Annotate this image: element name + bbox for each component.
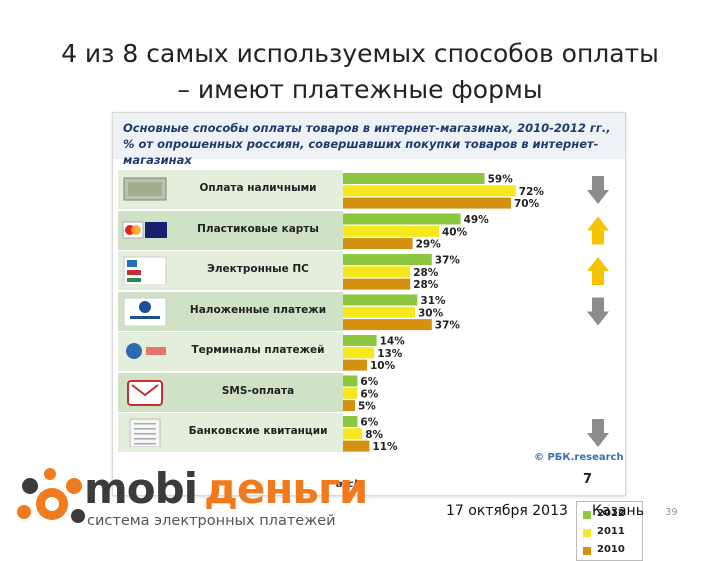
bar-value-label: 30% <box>418 307 444 319</box>
brand-name-part1: mobi <box>84 464 198 513</box>
bar-value-label: 6% <box>360 417 378 429</box>
category-label: Пластиковые карты <box>197 222 319 235</box>
bar-value-label: 72% <box>519 186 545 198</box>
bar-value-label: 37% <box>435 255 461 267</box>
category-label: Наложенные платежи <box>189 303 327 316</box>
legend-label-2012: 2012 <box>597 508 625 519</box>
category-row: Наложенные платежи <box>118 291 343 331</box>
bar-2011 <box>343 428 363 440</box>
category-label: Банковские квитанции <box>188 425 328 437</box>
brand-name-part2: деньги <box>204 464 368 513</box>
bar-2012 <box>343 173 485 184</box>
category-row: SMS-оплата <box>118 372 343 412</box>
bar-2011 <box>343 306 415 318</box>
category-row: Оплата наличными <box>118 170 343 209</box>
chart-header: Основные способы оплаты товаров в интерн… <box>113 113 625 167</box>
bar-2012 <box>343 254 432 265</box>
legend-swatch-2012 <box>583 511 591 519</box>
legend-label-2010: 2010 <box>597 544 625 555</box>
bar-chart: 59%72%70%49%40%29%37%28%28%31%30%37%14%1… <box>343 173 609 453</box>
category-label: Терминалы платежей <box>191 344 325 356</box>
bar-value-label: 28% <box>413 279 439 291</box>
bar-value-label: 6% <box>360 388 378 400</box>
category-row: Электронные ПС <box>118 251 343 290</box>
bar-value-label: 10% <box>370 360 396 372</box>
epay-logos-icon <box>123 256 167 285</box>
category-row: Пластиковые карты <box>118 210 343 250</box>
slide-date: 17 октября 2013 <box>446 503 568 519</box>
legend-swatch-2011 <box>583 529 591 537</box>
bar-2010 <box>343 440 370 452</box>
chart-header-bold: Основные способы оплаты товаров в интерн… <box>123 121 611 135</box>
bar-2012 <box>343 335 377 346</box>
terminal-logo-icon <box>126 343 166 359</box>
chart-source: © РБК.research <box>534 452 624 463</box>
bar-2012 <box>343 294 418 306</box>
bar-value-label: 37% <box>435 320 461 332</box>
slide-city: Казань <box>592 503 644 519</box>
bar-value-label: 49% <box>464 214 490 226</box>
category-label: Электронные ПС <box>207 263 309 275</box>
bar-2011 <box>343 387 358 399</box>
chart-header-text: Основные способы оплаты товаров в интерн… <box>123 120 618 168</box>
bar-value-label: 8% <box>365 429 383 441</box>
legend-item-2012: 2012 <box>583 508 643 522</box>
category-row: Банковские квитанции <box>118 413 343 452</box>
bar-value-label: 13% <box>377 348 403 360</box>
bar-value-label: 70% <box>514 198 540 210</box>
bar-value-label: 29% <box>416 239 442 251</box>
trend-down-arrow-icon <box>587 176 609 204</box>
brand-subtitle: система электронных платежей <box>87 513 336 529</box>
sms-icon <box>127 379 163 406</box>
legend-label-2011: 2011 <box>597 526 625 537</box>
bar-value-label: 14% <box>380 336 406 348</box>
slide-page-number: 39 <box>665 507 678 518</box>
mobidengi-logo-icon <box>17 468 85 523</box>
bar-value-label: 31% <box>420 295 446 307</box>
bar-2010 <box>343 238 413 250</box>
bar-2012 <box>343 416 358 427</box>
bar-value-label: 5% <box>358 401 376 413</box>
bar-2011 <box>343 347 375 359</box>
chart-panel: Основные способы оплаты товаров в интерн… <box>112 112 643 561</box>
legend-item-2010: 2010 <box>583 544 643 558</box>
category-label: SMS-оплата <box>221 384 295 397</box>
post-logo-icon <box>123 297 167 326</box>
bar-2011 <box>343 185 516 197</box>
bar-2012 <box>343 375 358 387</box>
bar-value-label: 40% <box>442 226 468 238</box>
trend-down-arrow-icon <box>587 419 609 447</box>
slide-title-line2: – имеют платежные формы <box>177 75 543 104</box>
bar-2010 <box>343 400 355 412</box>
bar-2010 <box>343 278 411 290</box>
legend-swatch-2010 <box>583 547 591 555</box>
cash-icon <box>123 177 167 201</box>
legend-item-2011: 2011 <box>583 526 643 540</box>
bar-2010 <box>343 319 432 331</box>
receipt-icon <box>129 418 161 447</box>
bar-2011 <box>343 266 411 278</box>
bar-2012 <box>343 213 461 225</box>
bar-value-label: 59% <box>488 174 514 186</box>
bar-value-label: 28% <box>413 267 439 279</box>
trend-down-arrow-icon <box>587 297 609 326</box>
category-label: Оплата наличными <box>199 182 317 194</box>
bar-value-label: 6% <box>360 376 378 388</box>
category-row: Терминалы платежей <box>118 332 343 371</box>
chart-header-italic: % от опрошенных россиян, совершавших пок… <box>123 137 599 167</box>
bar-2011 <box>343 225 439 237</box>
card-logos-icon <box>122 221 167 238</box>
slide-title: 4 из 8 самых используемых способов оплат… <box>0 36 720 108</box>
trend-up-arrow-icon <box>587 257 609 285</box>
bar-2010 <box>343 359 367 371</box>
bar-2010 <box>343 197 511 209</box>
chart-source-cut: arch <box>336 479 361 490</box>
bar-value-label: 11% <box>372 441 398 453</box>
trend-up-arrow-icon <box>587 216 609 245</box>
chart-page-number: 7 <box>583 472 593 487</box>
slide-title-line1: 4 из 8 самых используемых способов оплат… <box>61 39 659 68</box>
